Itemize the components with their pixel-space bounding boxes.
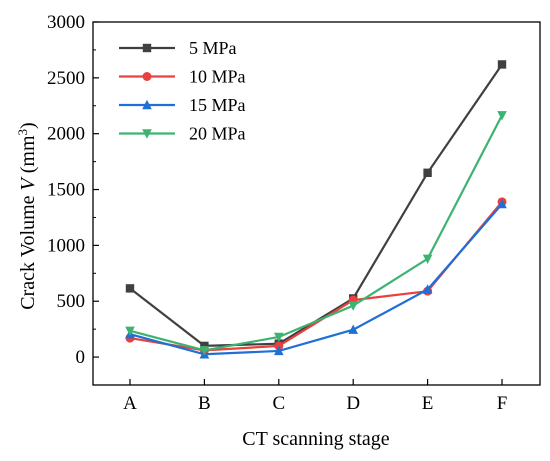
x-tick-label: A	[123, 393, 137, 414]
data-point-20-mpa	[199, 346, 210, 356]
legend-entry-5-mpa: 5 MPa	[119, 38, 237, 58]
data-point-15-mpa	[274, 345, 284, 356]
legend-entry-20-mpa: 20 MPa	[119, 124, 246, 144]
data-point-5-mpa	[125, 284, 135, 293]
y-tick-label: 0	[76, 347, 86, 368]
legend-marker-20-mpa	[142, 129, 152, 139]
plot-area-border	[92, 21, 541, 386]
data-point-15-mpa	[348, 324, 358, 334]
series-5-mpa	[125, 60, 507, 351]
y-tick-label: 2500	[47, 68, 85, 89]
x-tick-label: C	[272, 393, 285, 414]
data-point-20-mpa	[348, 301, 358, 311]
legend-marker-10-mpa	[142, 72, 152, 81]
y-tick-label: 1000	[47, 235, 85, 256]
legend-entry-15-mpa: 15 MPa	[119, 95, 246, 115]
series-10-mpa	[125, 197, 507, 355]
legend-label-5-mpa: 5 MPa	[189, 38, 237, 58]
x-tick-label: E	[422, 393, 434, 414]
series-15-mpa	[125, 198, 507, 359]
data-point-20-mpa	[125, 326, 135, 337]
x-tick-label: D	[346, 393, 360, 414]
x-tick-label: F	[497, 393, 508, 414]
legend-label-10-mpa: 10 MPa	[189, 67, 246, 87]
y-axis-label-variable: V	[17, 175, 39, 190]
data-point-5-mpa	[423, 168, 432, 177]
series-line-15-mpa	[129, 203, 503, 356]
y-tick-label: 500	[57, 291, 86, 312]
series-line-20-mpa	[129, 114, 503, 352]
x-tick-label: B	[198, 393, 211, 414]
data-point-15-mpa	[497, 198, 507, 209]
y-axis-label: Crack Volume V (mm3)	[15, 122, 40, 309]
series-20-mpa	[125, 111, 507, 356]
y-axis-label-unit-exponent: 3	[15, 129, 30, 136]
legend-label-20-mpa: 20 MPa	[189, 124, 246, 144]
y-axis-label-unit: (mm	[17, 135, 39, 178]
legend-entry-10-mpa: 10 MPa	[119, 67, 246, 87]
series-line-5-mpa	[129, 63, 503, 348]
y-tick-label: 2000	[47, 124, 85, 145]
y-tick-label: 1500	[47, 180, 85, 201]
data-point-20-mpa	[497, 111, 507, 121]
y-axis-label-prefix: Crack Volume	[17, 190, 39, 309]
y-tick-label: 3000	[47, 12, 85, 33]
y-axis-label-unit-close: )	[17, 122, 39, 129]
data-point-20-mpa	[422, 254, 433, 264]
x-axis-label: CT scanning stage	[242, 428, 390, 450]
data-point-5-mpa	[497, 60, 507, 69]
legend-marker-15-mpa	[142, 99, 152, 110]
legend-marker-5-mpa	[142, 43, 152, 53]
legend-label-15-mpa: 15 MPa	[189, 95, 246, 115]
data-point-15-mpa	[422, 284, 433, 294]
data-point-20-mpa	[274, 332, 284, 343]
